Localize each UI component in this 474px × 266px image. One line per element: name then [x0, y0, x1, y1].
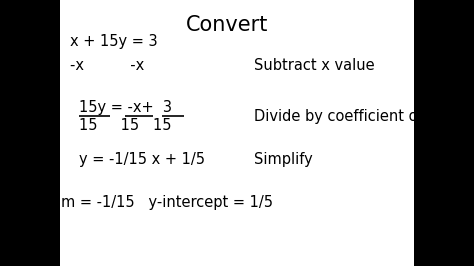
Text: Convert: Convert [186, 15, 268, 35]
Text: Simplify: Simplify [254, 152, 313, 167]
Text: Subtract x value: Subtract x value [254, 58, 375, 73]
Text: Divide by coefficient of y: Divide by coefficient of y [254, 109, 436, 124]
Text: -x          -x: -x -x [70, 58, 145, 73]
Text: m = -1/15   y-intercept = 1/5: m = -1/15 y-intercept = 1/5 [61, 195, 273, 210]
Text: y = -1/15 x + 1/5: y = -1/15 x + 1/5 [80, 152, 205, 167]
Text: 15y = -x+  3: 15y = -x+ 3 [80, 100, 173, 115]
Text: x + 15y = 3: x + 15y = 3 [70, 34, 158, 49]
Text: 15     15   15: 15 15 15 [80, 118, 172, 132]
